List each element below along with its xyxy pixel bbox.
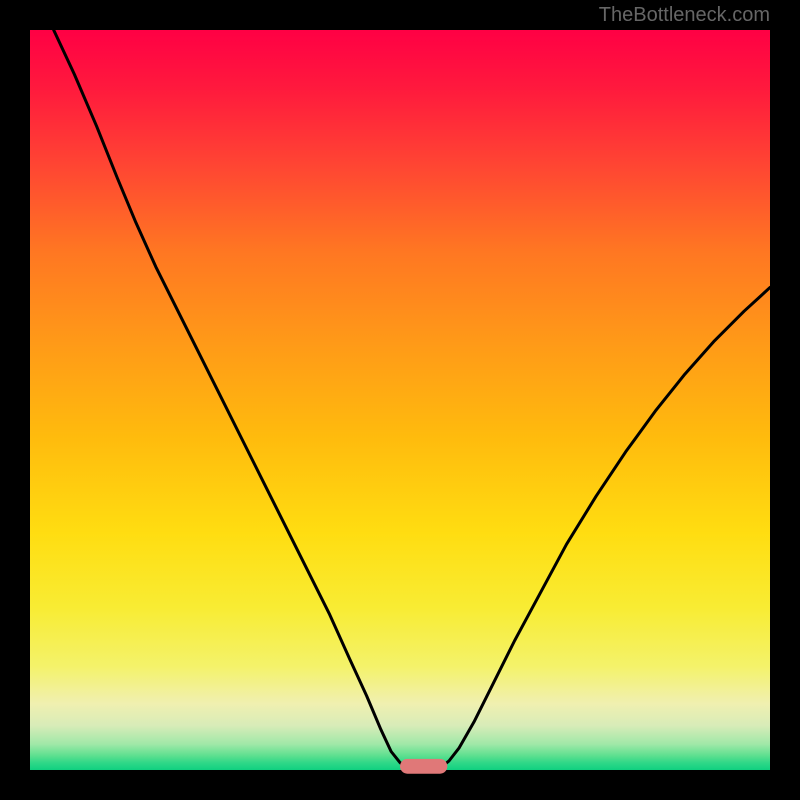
bottleneck-chart: TheBottleneck.com (0, 0, 800, 800)
watermark-text: TheBottleneck.com (599, 4, 770, 27)
chart-svg (0, 0, 800, 800)
plot-gradient-background (30, 30, 770, 770)
optimal-marker (400, 759, 447, 774)
